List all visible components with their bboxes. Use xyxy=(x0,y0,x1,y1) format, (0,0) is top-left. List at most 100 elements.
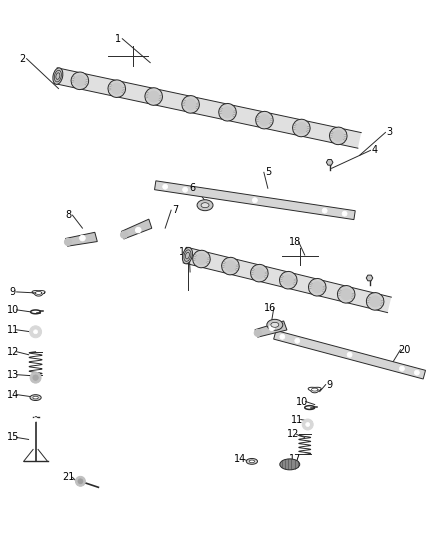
Ellipse shape xyxy=(251,264,268,282)
Text: 19: 19 xyxy=(179,247,191,257)
Ellipse shape xyxy=(329,127,347,144)
Circle shape xyxy=(252,198,258,203)
Ellipse shape xyxy=(222,257,239,275)
Text: 15: 15 xyxy=(7,432,19,442)
Text: 11: 11 xyxy=(291,415,303,424)
Circle shape xyxy=(30,372,41,383)
Circle shape xyxy=(269,325,275,330)
Text: 17: 17 xyxy=(289,455,301,464)
Circle shape xyxy=(254,329,261,336)
Ellipse shape xyxy=(267,319,283,330)
Circle shape xyxy=(399,366,404,371)
Circle shape xyxy=(196,254,207,264)
Ellipse shape xyxy=(71,72,88,90)
Ellipse shape xyxy=(145,88,162,106)
Ellipse shape xyxy=(293,119,310,137)
Text: 18: 18 xyxy=(289,237,301,247)
Circle shape xyxy=(120,231,127,238)
Circle shape xyxy=(34,330,38,334)
Ellipse shape xyxy=(33,396,38,399)
Circle shape xyxy=(259,115,270,126)
Circle shape xyxy=(33,375,38,381)
Ellipse shape xyxy=(53,68,63,84)
Circle shape xyxy=(75,477,85,486)
Circle shape xyxy=(162,184,168,189)
Polygon shape xyxy=(121,219,152,239)
Polygon shape xyxy=(366,275,373,281)
Text: 6: 6 xyxy=(189,183,195,193)
Polygon shape xyxy=(183,247,391,313)
Text: 12: 12 xyxy=(7,347,19,357)
Circle shape xyxy=(148,91,159,102)
Circle shape xyxy=(135,228,141,233)
Circle shape xyxy=(225,261,236,272)
Ellipse shape xyxy=(256,111,273,129)
Text: 7: 7 xyxy=(172,205,178,215)
Ellipse shape xyxy=(271,322,279,327)
Text: 9: 9 xyxy=(327,379,333,390)
Circle shape xyxy=(74,75,85,86)
Polygon shape xyxy=(274,330,425,379)
Circle shape xyxy=(342,211,347,216)
Polygon shape xyxy=(54,68,361,148)
Text: 8: 8 xyxy=(65,210,71,220)
Circle shape xyxy=(254,268,265,279)
Text: 12: 12 xyxy=(286,430,299,440)
Circle shape xyxy=(111,83,122,94)
Text: 10: 10 xyxy=(7,305,19,315)
Circle shape xyxy=(333,130,344,141)
Text: 20: 20 xyxy=(398,345,410,355)
Circle shape xyxy=(295,338,300,343)
Text: 14: 14 xyxy=(7,390,19,400)
Circle shape xyxy=(312,281,323,293)
Circle shape xyxy=(347,352,352,357)
Circle shape xyxy=(341,289,352,300)
Ellipse shape xyxy=(249,460,254,463)
Circle shape xyxy=(222,107,233,118)
Text: 1: 1 xyxy=(115,34,121,44)
Ellipse shape xyxy=(193,251,210,268)
Circle shape xyxy=(34,417,38,422)
Circle shape xyxy=(64,238,71,246)
Ellipse shape xyxy=(201,203,209,208)
Circle shape xyxy=(306,423,310,426)
Ellipse shape xyxy=(280,459,300,470)
Polygon shape xyxy=(255,321,287,337)
Circle shape xyxy=(78,479,83,484)
Circle shape xyxy=(302,419,313,430)
Circle shape xyxy=(296,123,307,134)
Circle shape xyxy=(414,370,419,375)
Polygon shape xyxy=(155,181,355,220)
Ellipse shape xyxy=(182,95,199,113)
Circle shape xyxy=(185,99,196,110)
Ellipse shape xyxy=(366,293,384,310)
Circle shape xyxy=(283,274,294,286)
Text: 9: 9 xyxy=(10,287,16,297)
Text: 14: 14 xyxy=(234,455,246,464)
Circle shape xyxy=(322,208,327,213)
Text: 16: 16 xyxy=(264,303,276,313)
Text: 4: 4 xyxy=(371,146,378,155)
Text: 3: 3 xyxy=(386,127,392,138)
Ellipse shape xyxy=(197,200,213,211)
Ellipse shape xyxy=(279,271,297,289)
Ellipse shape xyxy=(308,279,326,296)
Circle shape xyxy=(370,296,381,307)
Ellipse shape xyxy=(30,394,41,400)
Ellipse shape xyxy=(246,458,258,464)
Text: 2: 2 xyxy=(20,54,26,63)
Ellipse shape xyxy=(337,286,355,303)
Text: 21: 21 xyxy=(62,472,74,482)
Circle shape xyxy=(183,187,187,192)
Text: 11: 11 xyxy=(7,325,19,335)
Polygon shape xyxy=(326,159,333,165)
Text: 10: 10 xyxy=(296,397,308,407)
Polygon shape xyxy=(66,232,97,246)
Ellipse shape xyxy=(108,80,126,98)
Circle shape xyxy=(80,235,85,241)
Text: 5: 5 xyxy=(265,167,271,177)
Circle shape xyxy=(30,326,42,338)
Circle shape xyxy=(280,334,285,339)
Ellipse shape xyxy=(182,247,192,264)
Ellipse shape xyxy=(219,103,236,121)
